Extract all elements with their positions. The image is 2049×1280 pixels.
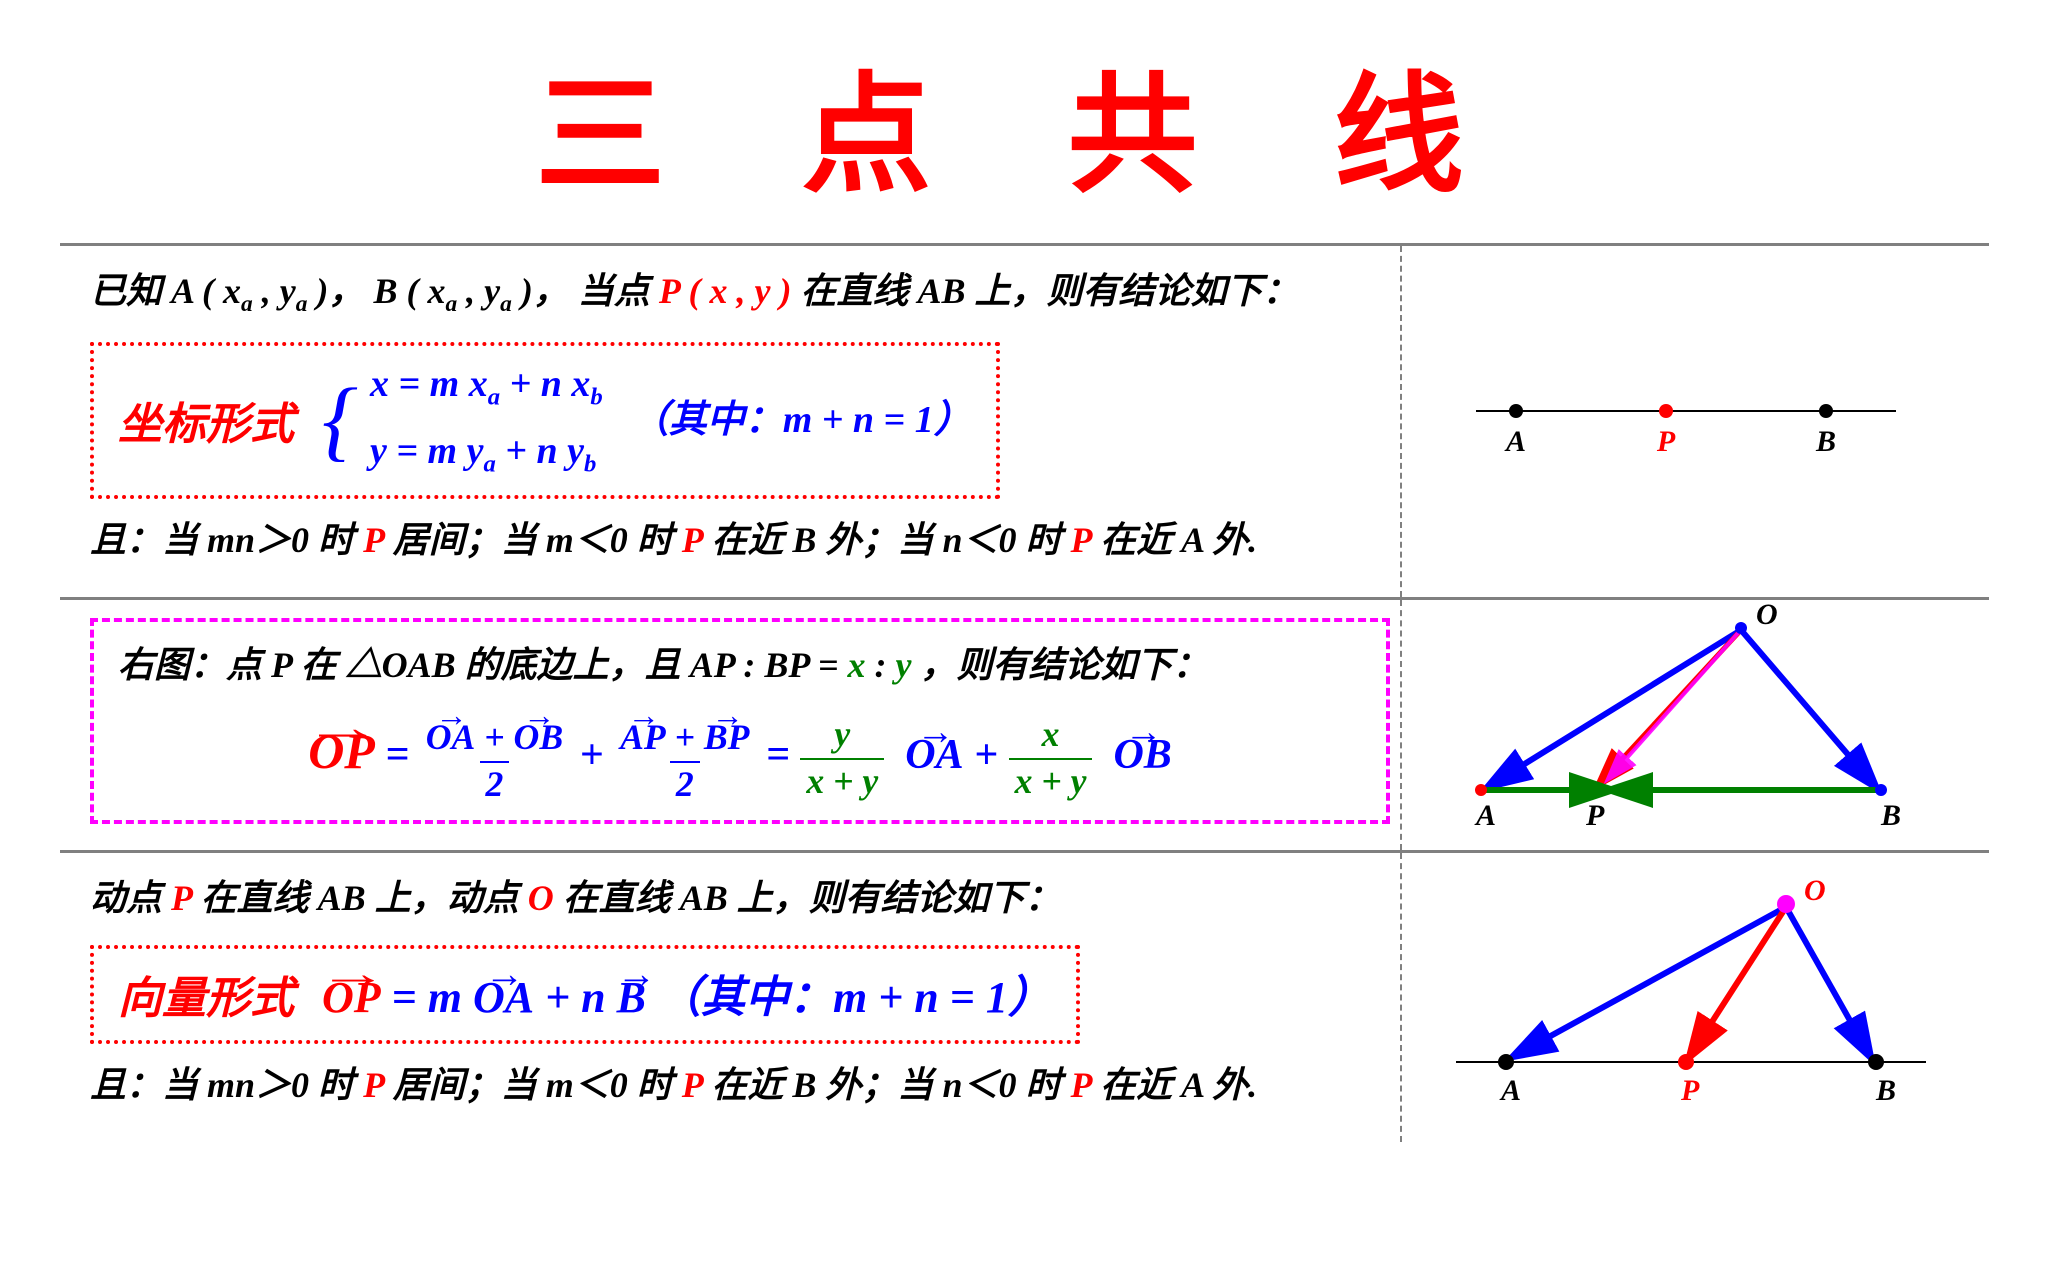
- label-B: B: [1814, 425, 1835, 458]
- page-title: 三 点 共 线: [60, 30, 1989, 218]
- t: 当点: [578, 271, 659, 311]
- line-diagram: A P B: [1466, 351, 1926, 491]
- box-label: 向量形式: [118, 962, 294, 1026]
- label-A: A: [1503, 425, 1525, 458]
- t: 在直线 AB 上，则有结论如下：: [800, 271, 1298, 311]
- section1-diagram: A P B: [1400, 246, 1989, 597]
- vector-form-box: 向量形式 OP = m OA + n B （其中：m + n = 1）: [90, 945, 1080, 1045]
- section-midpoint-form: 右图：点 P 在 △OAB 的底边上，且 AP : BP = x : y ，则有…: [60, 600, 1989, 853]
- label-B: B: [1880, 799, 1901, 832]
- label-O: O: [1756, 598, 1778, 631]
- triangle-diagram-1: O A P B: [1461, 610, 1931, 840]
- section-coordinate-form: 已知 A ( xa , ya )， B ( xa , ya )， 当点 P ( …: [60, 246, 1989, 600]
- section1-note: 且：当 mn＞0 时 P 居间；当 m＜0 时 P 在近 B 外；当 n＜0 时…: [90, 513, 1390, 567]
- label-P: P: [1585, 799, 1605, 832]
- midpoint-box: 右图：点 P 在 △OAB 的底边上，且 AP : BP = x : y ，则有…: [90, 618, 1390, 824]
- frac-1: OA + OB 2: [420, 712, 569, 804]
- sep: ，: [533, 271, 569, 311]
- section-vector-form: 动点 P 在直线 AB 上，动点 O 在直线 AB 上，则有结论如下： 向量形式…: [60, 853, 1989, 1143]
- label-B: B: [1875, 1074, 1896, 1107]
- section3-diagram: O A P B: [1400, 853, 1989, 1143]
- section1-intro: 已知 A ( xa , ya )， B ( xa , ya )， 当点 P ( …: [90, 264, 1390, 322]
- label-A: A: [1499, 1074, 1521, 1107]
- eq-y: y = m ya + n yb: [370, 425, 603, 482]
- equation-system: { x = m xa + n xb y = m ya + n yb: [322, 358, 603, 482]
- point-B: B ( xa , ya ): [373, 271, 532, 311]
- label-P: P: [1655, 425, 1675, 458]
- section2-diagram: O A P B: [1400, 600, 1989, 850]
- label-O: O: [1804, 874, 1826, 907]
- point-P: P ( x , y ): [659, 271, 801, 311]
- t: 已知: [90, 271, 162, 311]
- section3-content: 动点 P 在直线 AB 上，动点 O 在直线 AB 上，则有结论如下： 向量形式…: [60, 853, 1400, 1143]
- label-P: P: [1680, 1074, 1700, 1107]
- triangle-diagram-2: O A P B: [1456, 882, 1936, 1112]
- sep: ，: [328, 271, 364, 311]
- vec-OP: OP: [308, 710, 375, 786]
- section2-equation: OP = OA + OB 2 + AP + BP 2 = y x + y OA: [118, 710, 1362, 804]
- section2-intro: 右图：点 P 在 △OAB 的底边上，且 AP : BP = x : y ，则有…: [118, 638, 1362, 692]
- label-A: A: [1474, 799, 1496, 832]
- condition: （其中：m + n = 1）: [631, 394, 972, 447]
- section2-content: 右图：点 P 在 △OAB 的底边上，且 AP : BP = x : y ，则有…: [60, 600, 1400, 850]
- left-brace-icon: {: [322, 389, 358, 452]
- frac-4: x x + y: [1009, 715, 1093, 801]
- frac-3: y x + y: [800, 715, 884, 801]
- eq-x: x = m xa + n xb: [370, 358, 603, 415]
- coordinate-form-box: 坐标形式 { x = m xa + n xb y = m ya + n yb （…: [90, 342, 1000, 498]
- section1-content: 已知 A ( xa , ya )， B ( xa , ya )， 当点 P ( …: [60, 246, 1400, 597]
- vector-equation: OP = m OA + n B （其中：m + n = 1）: [322, 961, 1052, 1029]
- section3-note: 且：当 mn＞0 时 P 居间；当 m＜0 时 P 在近 B 外；当 n＜0 时…: [90, 1058, 1390, 1112]
- point-A: A ( xa , ya ): [171, 271, 328, 311]
- section3-intro: 动点 P 在直线 AB 上，动点 O 在直线 AB 上，则有结论如下：: [90, 871, 1390, 925]
- box-label: 坐标形式: [118, 388, 294, 452]
- frac-2: AP + BP 2: [614, 712, 755, 804]
